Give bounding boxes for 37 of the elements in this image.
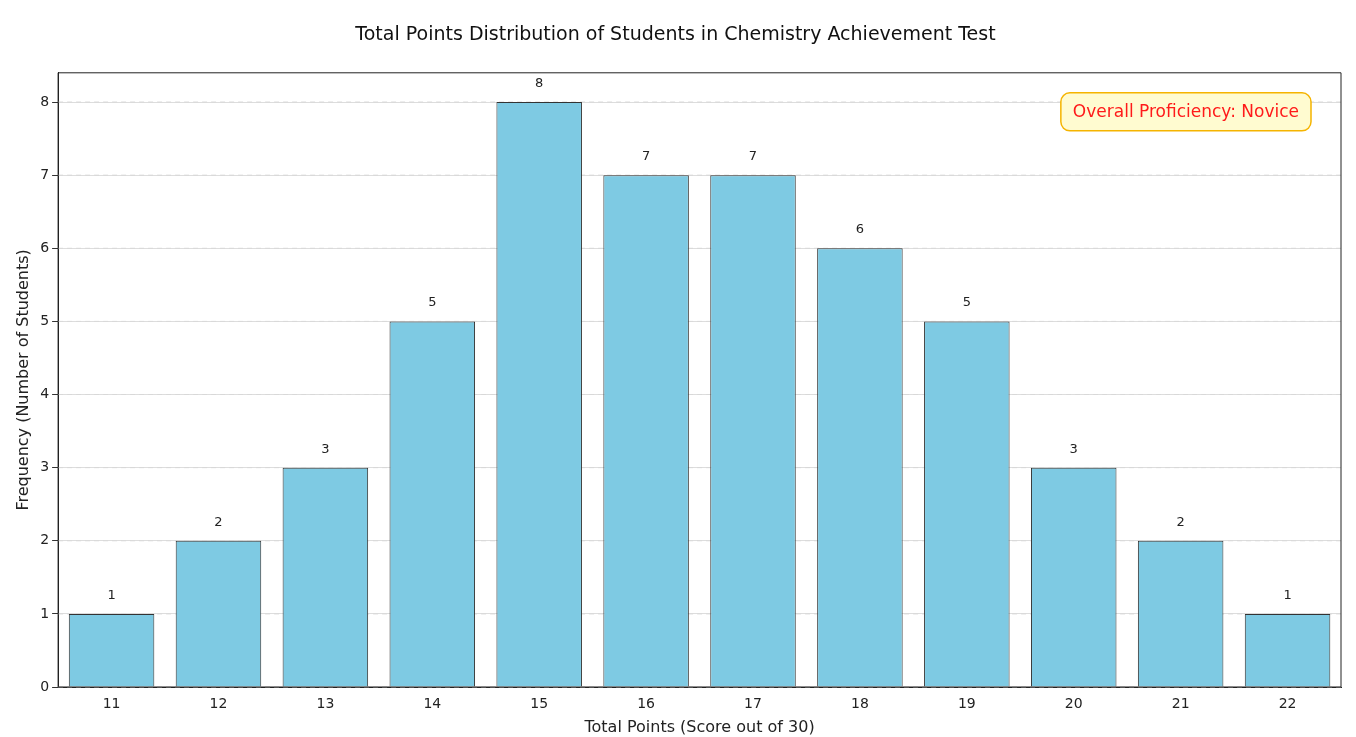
data-label: 3 <box>1069 440 1078 456</box>
data-label: 3 <box>321 440 330 456</box>
y-tick-label: 6 <box>40 238 50 255</box>
y-tick-label: 7 <box>40 165 50 182</box>
x-tick-label: 19 <box>957 695 976 712</box>
data-label: 6 <box>855 221 865 237</box>
data-label: 5 <box>962 294 971 310</box>
x-tick-label: 22 <box>1278 695 1297 712</box>
x-tick-label: 16 <box>637 695 656 712</box>
x-tick-label: 21 <box>1171 695 1190 712</box>
data-label: 5 <box>428 294 437 310</box>
data-label: 1 <box>1283 586 1292 602</box>
x-axis-title: Total Points (Score out of 30) <box>583 716 815 736</box>
y-tick-label: 0 <box>40 677 50 694</box>
x-tick-label: 20 <box>1064 695 1083 712</box>
y-axis-title: Frequency (Number of Students) <box>12 249 32 511</box>
y-tick-label: 4 <box>40 385 50 402</box>
y-tick-label: 2 <box>40 531 50 548</box>
y-tick-label: 8 <box>40 92 50 109</box>
y-tick-label: 1 <box>40 604 50 621</box>
data-label: 2 <box>1176 513 1185 529</box>
x-tick-label: 11 <box>102 695 121 712</box>
data-label: 7 <box>641 148 651 164</box>
data-label: 1 <box>107 586 116 602</box>
x-tick-label: 17 <box>744 695 762 712</box>
annotation: Overall Proficiency: Novice <box>1072 101 1299 122</box>
data-label: 2 <box>214 513 223 529</box>
x-tick-label: 14 <box>423 695 442 712</box>
data-label: 8 <box>535 74 544 90</box>
x-tick-label: 18 <box>851 695 869 712</box>
x-tick-label: 13 <box>316 695 335 712</box>
y-tick-label: 3 <box>40 458 50 475</box>
chart-title: Total Points Distribution of Students in Chemistry Achievement Test <box>354 22 996 45</box>
x-tick-label: 15 <box>530 695 549 712</box>
y-tick-label: 5 <box>40 312 50 329</box>
x-tick-label: 12 <box>209 695 228 712</box>
data-label: 7 <box>748 148 758 164</box>
